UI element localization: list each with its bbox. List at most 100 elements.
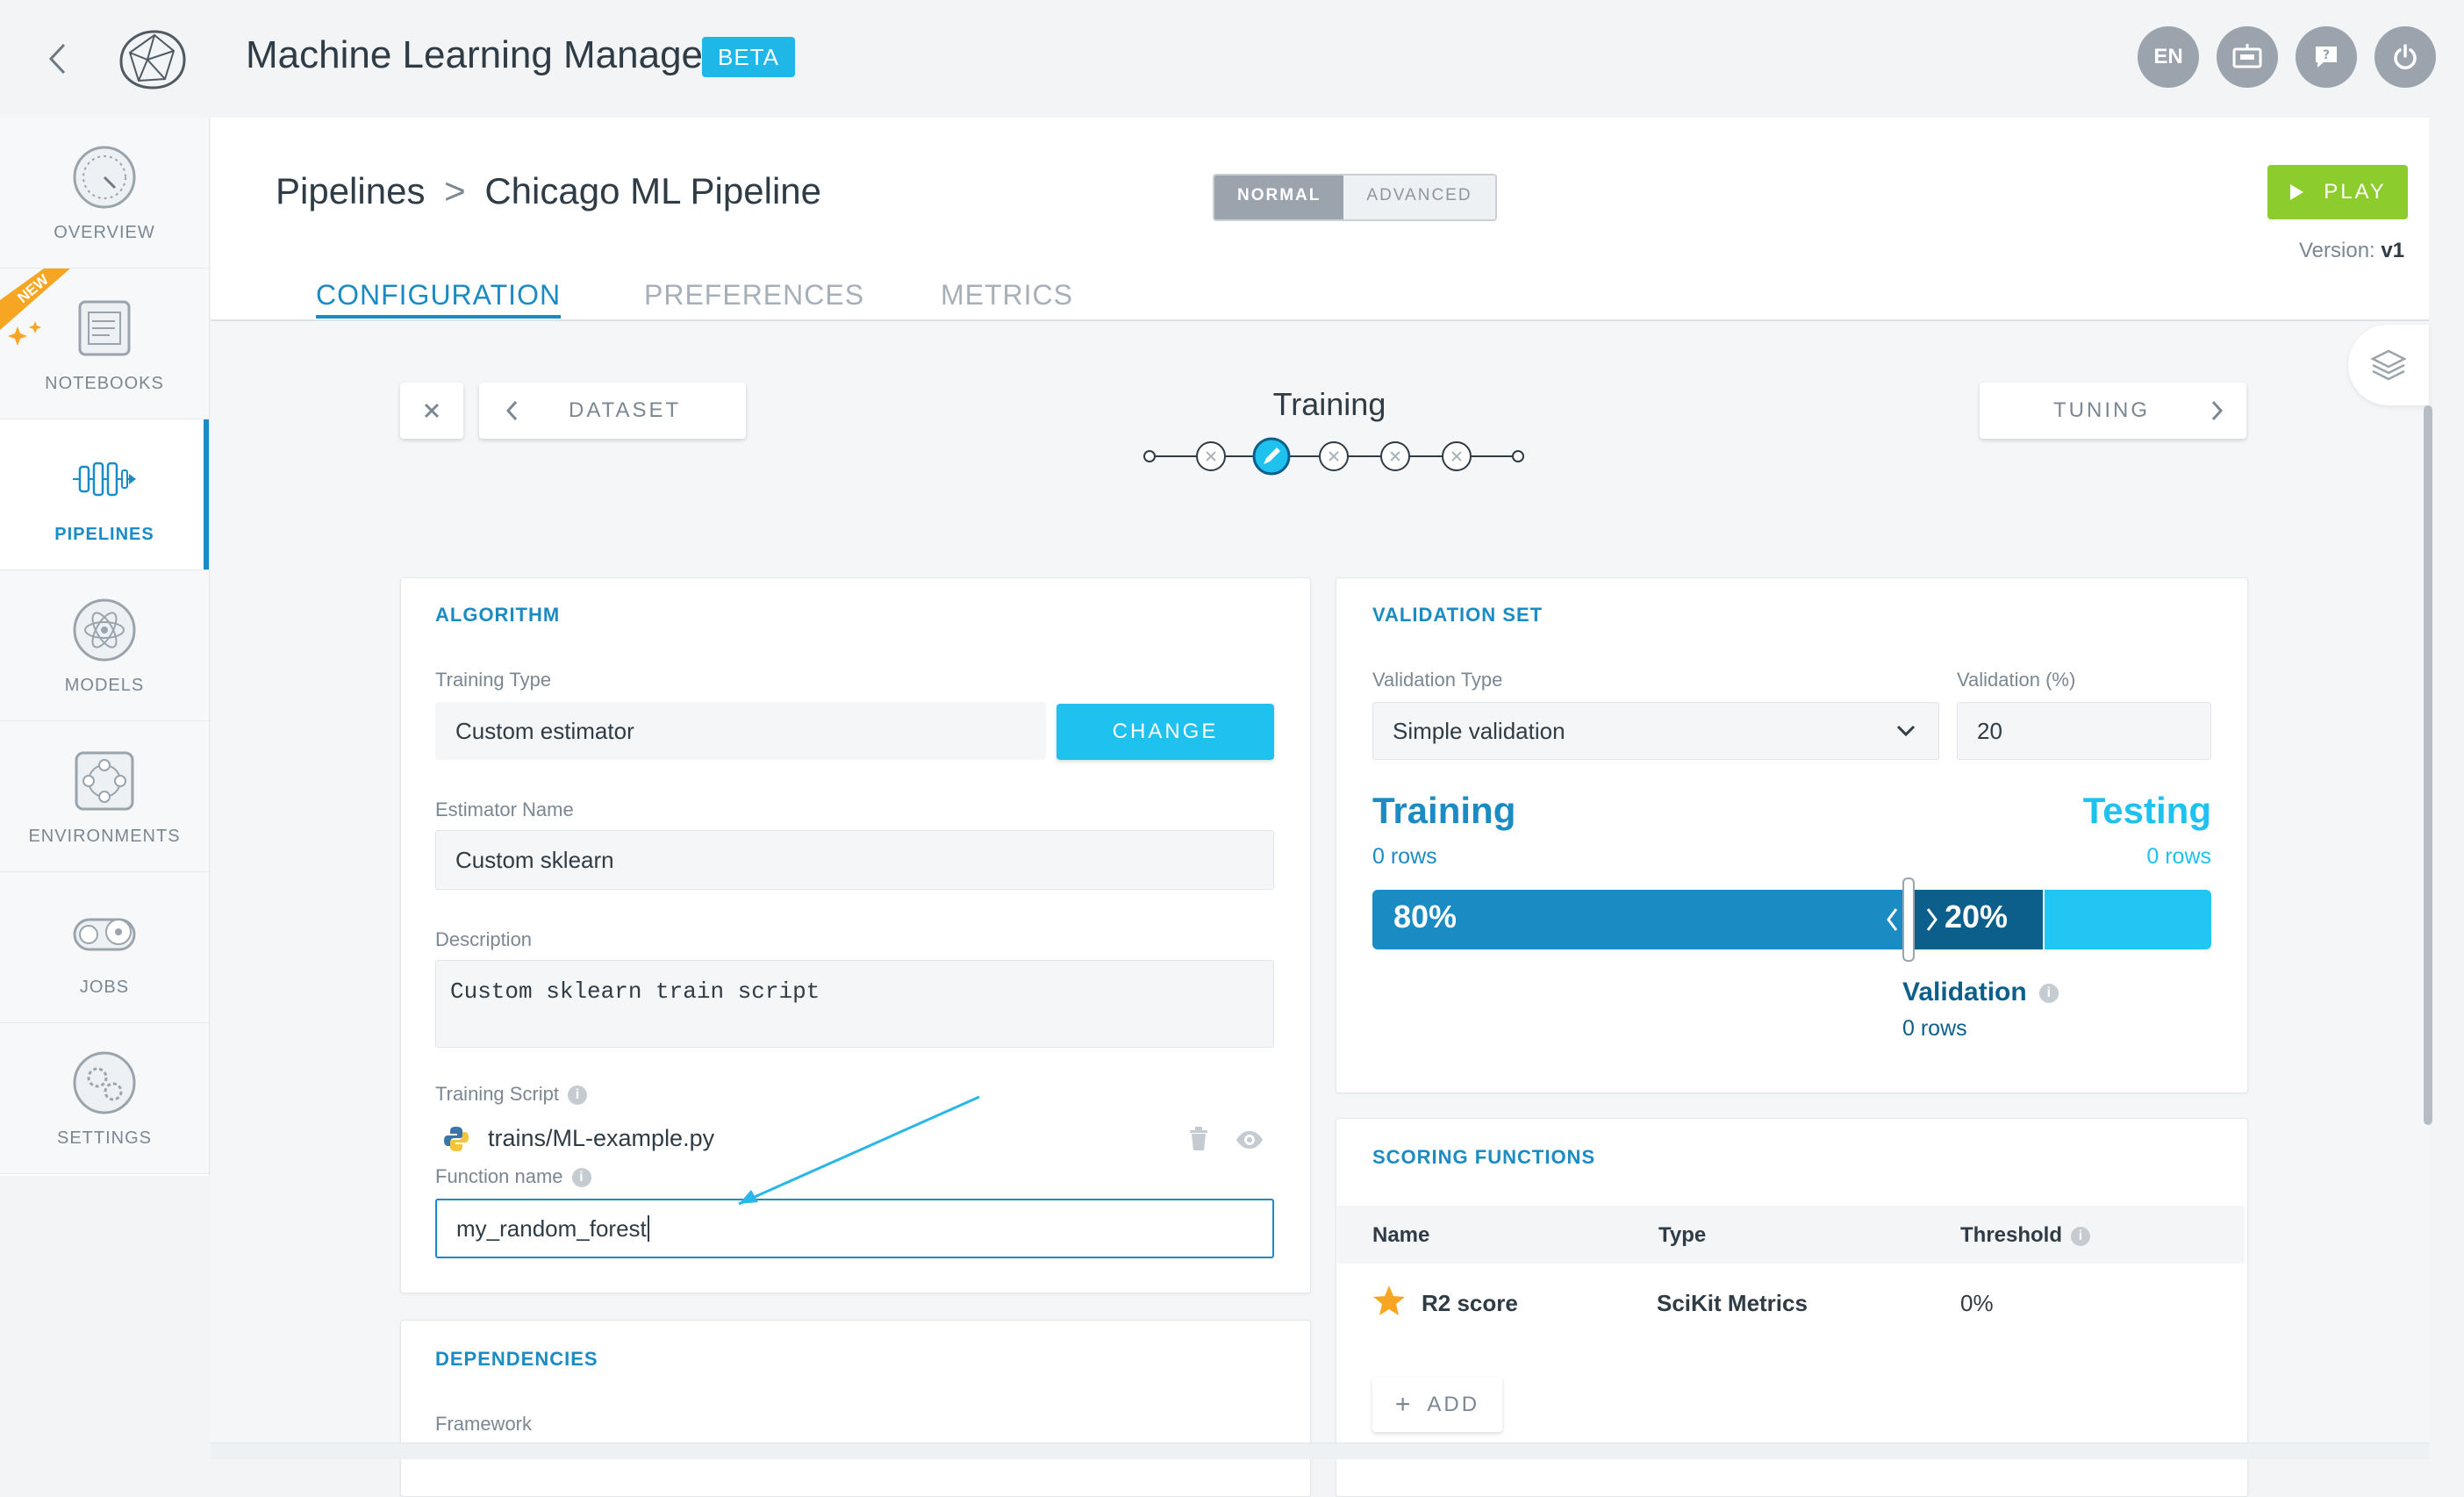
step-dot[interactable]: [1442, 441, 1472, 471]
pipeline-icon: [73, 462, 136, 497]
info-icon[interactable]: i: [2071, 1226, 2091, 1246]
mode-normal-button[interactable]: NORMAL: [1214, 175, 1344, 219]
language-button[interactable]: EN: [2138, 26, 2199, 88]
scrollbar[interactable]: [2424, 405, 2432, 1125]
validation-type-label: Validation Type: [1372, 669, 1503, 691]
column-header-name: Name: [1372, 1223, 1430, 1247]
sidebar-item-label: PIPELINES: [54, 525, 154, 544]
training-type-field: Custom estimator: [435, 702, 1046, 760]
app-logo: [112, 26, 190, 93]
estimator-name-label: Estimator Name: [435, 799, 574, 820]
step-dot-current[interactable]: [1252, 437, 1291, 476]
back-button[interactable]: [35, 35, 79, 82]
validation-segment: 20%: [1913, 890, 2043, 949]
help-button[interactable]: ?: [2296, 26, 2357, 88]
validation-type-value: Simple validation: [1393, 717, 1565, 744]
table-cell-type: SciKit Metrics: [1657, 1290, 1808, 1316]
chevron-left-icon[interactable]: [1885, 907, 1899, 932]
sidebar-item-notebooks[interactable]: NOTEBOOKS: [0, 269, 209, 419]
table-header: [1337, 1206, 2245, 1264]
star-icon[interactable]: [1372, 1285, 1406, 1316]
column-header-type: Type: [1658, 1223, 1707, 1247]
step-end-dot: [1512, 450, 1524, 462]
gauge-icon: [73, 146, 136, 209]
algorithm-card: [400, 577, 1311, 1293]
change-button[interactable]: CHANGE: [1057, 704, 1274, 760]
dependencies-card: [400, 1320, 1311, 1497]
gear-icon: [73, 1051, 136, 1114]
info-icon[interactable]: i: [2038, 984, 2059, 1004]
testing-heading: Testing: [2082, 790, 2211, 831]
mode-advanced-button[interactable]: ADVANCED: [1343, 175, 1495, 219]
chevron-right-icon: [2211, 400, 2224, 421]
trash-icon[interactable]: [1188, 1127, 1209, 1151]
layers-button[interactable]: [2348, 325, 2429, 405]
new-ribbon: NEW: [0, 269, 70, 346]
add-scoring-button[interactable]: + ADD: [1372, 1378, 1502, 1432]
tutorial-button[interactable]: [2217, 26, 2278, 88]
sidebar-item-jobs[interactable]: JOBS: [0, 872, 209, 1023]
info-icon[interactable]: i: [571, 1168, 591, 1188]
board-icon: [2232, 44, 2262, 68]
description-textarea[interactable]: Custom sklearn train script: [435, 960, 1274, 1048]
table-cell-name: R2 score: [1422, 1290, 1518, 1316]
step-dot[interactable]: [1380, 441, 1410, 471]
sidebar-item-models[interactable]: MODELS: [0, 570, 209, 721]
training-type-label: Training Type: [435, 669, 552, 691]
function-name-input[interactable]: my_random_forest: [435, 1199, 1274, 1258]
chevron-left-icon: [505, 400, 518, 421]
chevron-right-icon[interactable]: [1925, 907, 1939, 932]
tab-preferences[interactable]: PREFERENCES: [644, 279, 865, 311]
sidebar-item-label: ENVIRONMENTS: [28, 827, 181, 846]
sidebar-item-pipelines[interactable]: PIPELINES: [0, 419, 209, 570]
training-heading: Training: [1372, 790, 1516, 831]
description-label: Description: [435, 928, 533, 950]
beta-badge: BETA: [702, 37, 795, 77]
tab-configuration[interactable]: CONFIGURATION: [316, 279, 562, 319]
testing-rows: 0 rows: [2146, 844, 2211, 869]
next-step-button[interactable]: TUNING: [1980, 383, 2246, 439]
scoring-title: SCORING FUNCTIONS: [1372, 1146, 1596, 1168]
sidebar-item-label: MODELS: [64, 676, 145, 695]
split-handle[interactable]: [1902, 877, 1915, 962]
version-info: Version: v1: [2299, 239, 2404, 263]
estimator-name-input[interactable]: Custom sklearn: [435, 830, 1274, 890]
tabs-divider: [211, 319, 2429, 321]
sidebar: OVERVIEW NOTEBOOKS PIPELINES MODELS ENVI…: [0, 118, 210, 1176]
close-button[interactable]: [400, 383, 463, 439]
step-dot[interactable]: [1319, 441, 1349, 471]
sidebar-item-label: SETTINGS: [56, 1128, 152, 1148]
validation-card: [1336, 577, 2248, 1093]
previous-step-button[interactable]: DATASET: [479, 383, 746, 439]
jobs-icon: [73, 918, 136, 951]
training-script-label: Training Script i: [435, 1083, 588, 1106]
framework-label: Framework: [435, 1413, 533, 1435]
info-icon[interactable]: i: [568, 1085, 588, 1106]
step-start-dot: [1143, 450, 1156, 462]
sidebar-item-settings[interactable]: SETTINGS: [0, 1023, 209, 1174]
function-name-label: Function name i: [435, 1165, 591, 1188]
validation-rows: 0 rows: [1902, 1016, 1967, 1041]
breadcrumb-root[interactable]: Pipelines: [276, 170, 426, 211]
breadcrumb-current: Chicago ML Pipeline: [484, 170, 821, 211]
eye-icon[interactable]: [1236, 1130, 1264, 1150]
validation-type-select[interactable]: Simple validation: [1372, 702, 1939, 760]
training-rows: 0 rows: [1372, 844, 1437, 869]
play-label: PLAY: [2324, 180, 2387, 204]
breadcrumb: Pipelines > Chicago ML Pipeline: [276, 170, 821, 212]
validation-heading: Validation i: [1902, 978, 2059, 1007]
validation-title: VALIDATION SET: [1372, 604, 1544, 626]
tab-metrics[interactable]: METRICS: [941, 279, 1073, 311]
sidebar-item-environments[interactable]: ENVIRONMENTS: [0, 721, 209, 872]
dependencies-title: DEPENDENCIES: [435, 1348, 598, 1370]
play-button[interactable]: PLAY: [2267, 165, 2408, 219]
column-header-threshold: Threshold i: [1960, 1223, 2091, 1248]
sidebar-item-overview[interactable]: OVERVIEW: [0, 118, 209, 269]
training-segment: 80%: [1372, 890, 1911, 949]
validation-percent-label: Validation (%): [1957, 669, 2076, 691]
step-title: Training: [1272, 386, 1386, 422]
step-dot[interactable]: [1196, 441, 1226, 471]
validation-percent-input[interactable]: 20: [1957, 702, 2211, 760]
logout-button[interactable]: [2374, 26, 2436, 88]
training-script-file[interactable]: trains/ML-example.py: [488, 1125, 715, 1151]
